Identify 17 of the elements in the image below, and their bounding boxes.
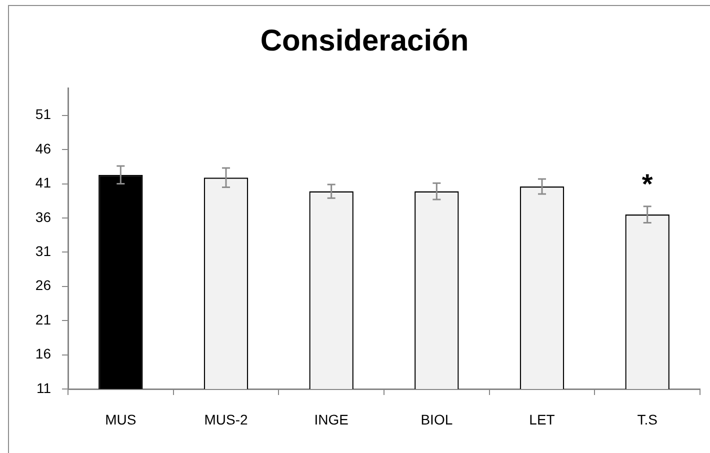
y-tick-label: 46 bbox=[35, 140, 52, 156]
x-tick-label: T.S bbox=[637, 411, 658, 428]
x-tick-label: MUS-2 bbox=[204, 411, 248, 428]
y-tick-label: 21 bbox=[35, 311, 52, 328]
x-tick-label: LET bbox=[529, 411, 556, 428]
y-tick-label: 41 bbox=[35, 174, 52, 191]
chart-title: Consideración bbox=[260, 24, 469, 58]
y-tick-label: 31 bbox=[35, 243, 52, 260]
x-tick-label: BIOL bbox=[420, 411, 453, 428]
y-tick-label: 11 bbox=[36, 380, 52, 396]
y-tick-label: 36 bbox=[35, 208, 52, 225]
y-tick-label: 26 bbox=[35, 277, 52, 294]
x-tick-label: INGE bbox=[314, 411, 348, 428]
x-tick-label: MUS bbox=[105, 411, 136, 428]
y-tick-label: 16 bbox=[35, 346, 52, 362]
y-tick-label: 51 bbox=[35, 106, 52, 122]
annotation: * bbox=[642, 168, 653, 200]
